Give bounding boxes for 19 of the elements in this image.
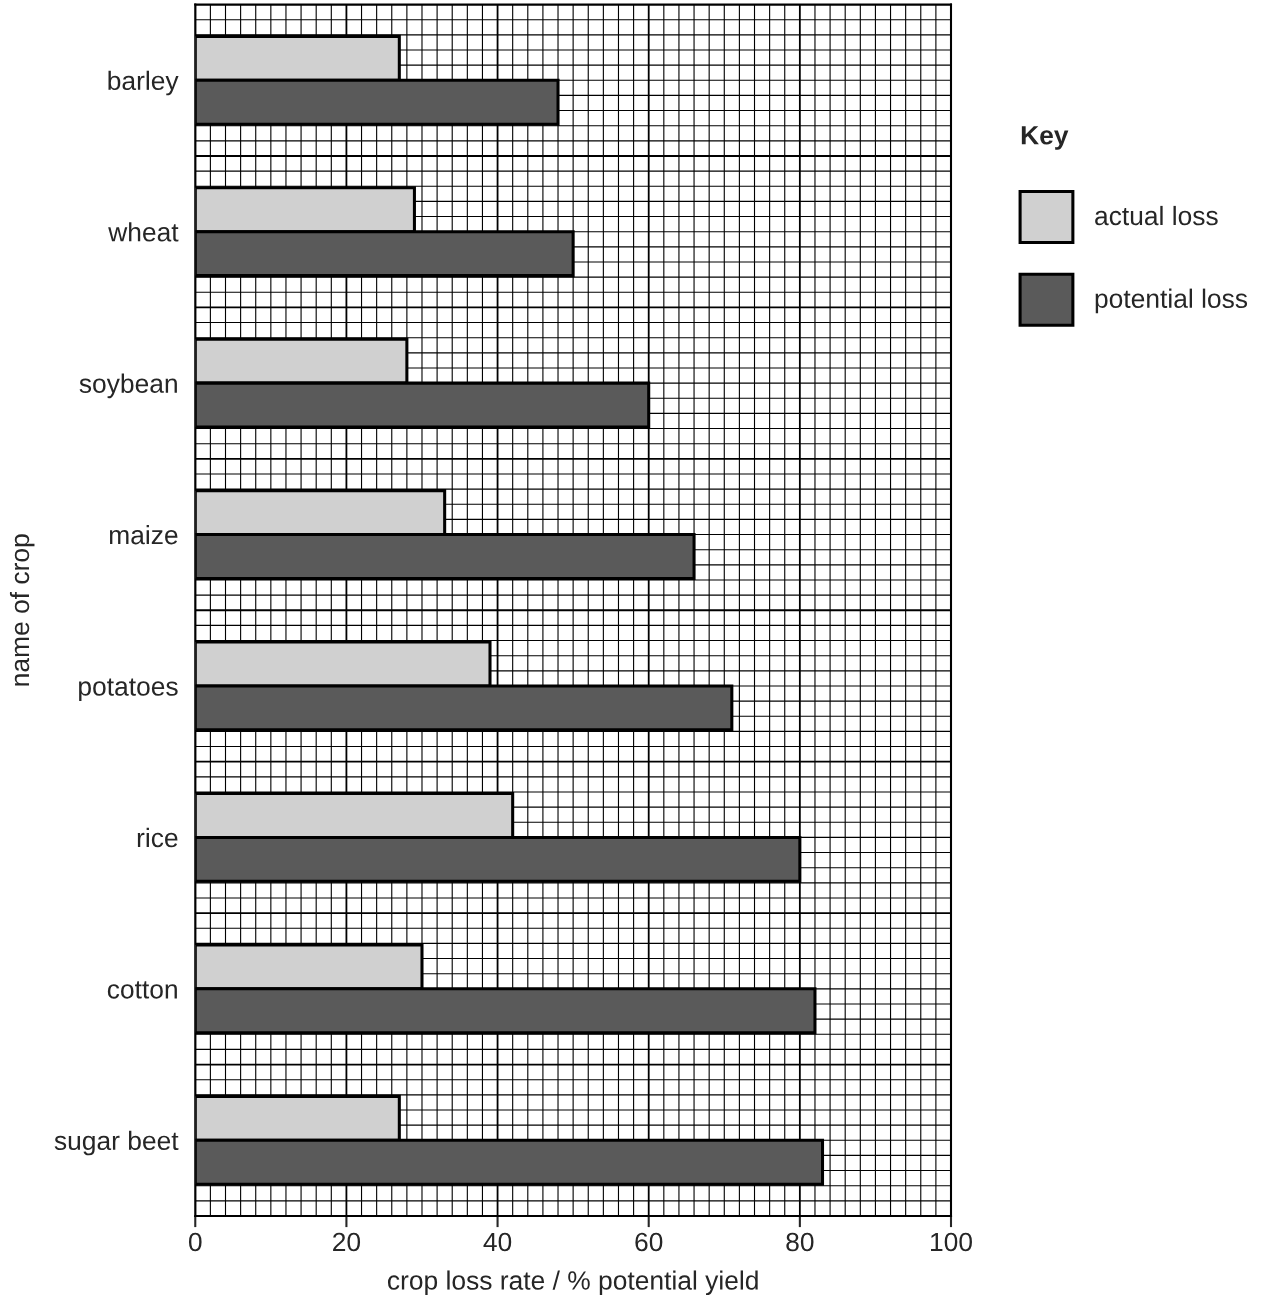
x-tick-label: 0 xyxy=(188,1232,202,1252)
x-axis-title: crop loss rate / % potential yield xyxy=(387,1270,758,1296)
x-tick-label: 100 xyxy=(931,1232,972,1252)
x-tick-label: 40 xyxy=(483,1232,512,1252)
x-tick-label: 60 xyxy=(635,1232,663,1252)
y-tick-label: soybean xyxy=(79,373,177,399)
x-tick-label: 80 xyxy=(786,1232,814,1252)
y-tick-label: rice xyxy=(137,827,178,848)
x-tick-label: 20 xyxy=(333,1232,361,1252)
y-tick-label: cotton xyxy=(107,981,177,999)
y-tick-label: barley xyxy=(108,70,179,96)
y-tick-label: sugar beet xyxy=(54,1130,179,1156)
y-tick-label: maize xyxy=(109,525,178,545)
y-tick-label: wheat xyxy=(108,222,179,242)
legend-label: potential loss xyxy=(1095,288,1248,314)
legend-title: Key xyxy=(1021,126,1069,150)
y-axis-title: name of crop xyxy=(9,534,35,686)
y-tick-label: potatoes xyxy=(79,678,178,702)
legend-label: actual loss xyxy=(1095,205,1218,226)
